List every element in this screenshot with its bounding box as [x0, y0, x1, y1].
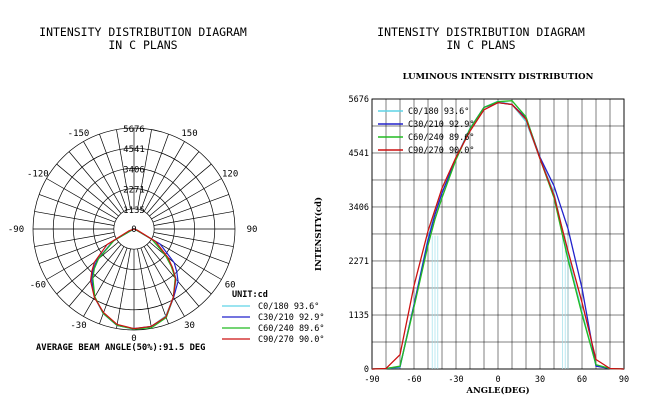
polar-angle-label: 90 — [247, 225, 258, 235]
polar-radial-tick: 3406 — [123, 165, 145, 175]
polar-spoke — [137, 129, 152, 210]
polar-spoke — [116, 129, 131, 210]
polar-angle-label: -60 — [30, 281, 46, 291]
polar-spoke — [143, 141, 185, 212]
cartesian-xtick: 60 — [577, 375, 587, 385]
polar-angle-label: 150 — [181, 129, 197, 139]
cartesian-ticks: -90 -60 -30 0 30 60 90 0 1135 2271 3406 4541 5676 — [349, 95, 630, 385]
polar-angle-label: -30 — [70, 321, 86, 331]
polar-spoke — [153, 211, 234, 226]
polar-spoke — [38, 235, 116, 264]
polar-angle-label: 30 — [184, 321, 195, 331]
polar-spoke — [46, 178, 117, 220]
polar-spoke — [152, 235, 230, 264]
polar-spoke — [143, 246, 185, 317]
cartesian-xlabel: ANGLE(DEG) — [465, 385, 529, 396]
polar-spoke — [68, 151, 122, 214]
polar-radial-tick: 4541 — [123, 145, 145, 155]
cartesian-legend-label: C30/210 92.9° — [408, 120, 475, 130]
polar-spoke — [116, 248, 131, 329]
cartesian-legend-label: C60/240 89.6° — [408, 133, 475, 143]
cartesian-ytick: 3406 — [349, 203, 369, 213]
cartesian-xtick: 90 — [619, 375, 629, 385]
polar-spoke — [151, 238, 222, 280]
polar-spoke — [34, 232, 115, 247]
polar-spoke — [83, 246, 125, 317]
cartesian-xtick: 30 — [535, 375, 545, 385]
polar-spoke — [99, 247, 128, 325]
polar-angle-label: -150 — [68, 129, 90, 139]
polar-spoke — [34, 211, 115, 226]
cartesian-series-line — [371, 100, 625, 370]
cartesian-series-line — [371, 101, 625, 370]
cartesian-ytick: 4541 — [349, 149, 369, 159]
cartesian-title: LUMINOUS INTENSITY DISTRIBUTION — [403, 72, 594, 82]
cartesian-xtick: 0 — [495, 375, 500, 385]
polar-legend-label: C0/180 93.6° — [258, 302, 319, 312]
polar-labels: 0 1135 2271 3406 4541 5676 -150 150 -120 120 -90 90… — [8, 125, 258, 344]
polar-radial-tick: 2271 — [123, 186, 145, 196]
polar-spoke — [99, 133, 128, 211]
cartesian-legend-label: C0/180 93.6° — [408, 107, 469, 117]
polar-legend-label: C90/270 90.0° — [258, 335, 325, 345]
polar-legend-label: C60/240 89.6° — [258, 324, 325, 334]
polar-spoke — [140, 247, 169, 325]
polar-curves — [89, 228, 179, 330]
cartesian-legend-label: C90/270 90.0° — [408, 146, 475, 156]
cartesian-ytick: 5676 — [349, 95, 369, 105]
cartesian-legend: C0/180 93.6° C30/210 92.9° C60/240 89.6° C9… — [378, 107, 475, 156]
cartesian-xtick: -60 — [406, 375, 421, 385]
polar-spoke — [68, 244, 122, 307]
cartesian-ytick: 0 — [364, 365, 369, 375]
beam-angle-text: AVERAGE BEAM ANGLE(50%):91.5 DEG — [36, 343, 205, 353]
left-title-line2: IN C PLANS — [108, 38, 177, 52]
polar-spoke — [149, 163, 212, 217]
polar-spoke — [56, 163, 119, 217]
polar-radial-tick: 0 — [131, 225, 136, 235]
polar-spoke — [140, 133, 169, 211]
polar-spoke — [152, 194, 230, 223]
polar-angle-label: 0 — [131, 334, 136, 344]
polar-spoke — [153, 232, 234, 247]
cartesian-xtick: -90 — [364, 375, 379, 385]
polar-spoke — [146, 244, 200, 307]
right-title-line2: IN C PLANS — [446, 38, 515, 52]
cartesian-xtick: -30 — [448, 375, 463, 385]
unit-label: UNIT:cd — [232, 290, 268, 300]
left-title-line1: INTENSITY DISTRIBUTION DIAGRAM — [39, 25, 247, 39]
polar-spoke — [149, 241, 212, 295]
polar-grid — [32, 127, 236, 331]
polar-spoke — [151, 178, 222, 220]
right-title-line1: INTENSITY DISTRIBUTION DIAGRAM — [377, 25, 585, 39]
cartesian-frame — [371, 98, 625, 370]
polar-legend-label: C30/210 92.9° — [258, 313, 325, 323]
polar-spoke — [137, 248, 152, 329]
polar-radial-tick: 1135 — [123, 206, 145, 216]
cartesian-ytick: 2271 — [349, 257, 369, 267]
polar-angle-label: -120 — [27, 170, 49, 180]
polar-spoke — [56, 241, 119, 295]
polar-legend: C0/180 93.6°C30/210 92.9°C60/240 89.6°C9… — [222, 302, 325, 345]
polar-spoke — [38, 194, 116, 223]
polar-angle-label: -90 — [8, 225, 24, 235]
cartesian-curves — [371, 100, 625, 370]
polar-spoke — [83, 141, 125, 212]
cartesian-ytick: 1135 — [349, 311, 369, 321]
polar-radial-tick: 5676 — [123, 125, 145, 135]
polar-series-curve — [89, 228, 177, 330]
polar-spoke — [146, 151, 200, 214]
polar-angle-label: 120 — [222, 170, 238, 180]
polar-spoke — [46, 238, 117, 280]
polar-angle-label: 60 — [225, 281, 236, 291]
cartesian-ylabel: INTENSITY(cd) — [313, 197, 324, 271]
